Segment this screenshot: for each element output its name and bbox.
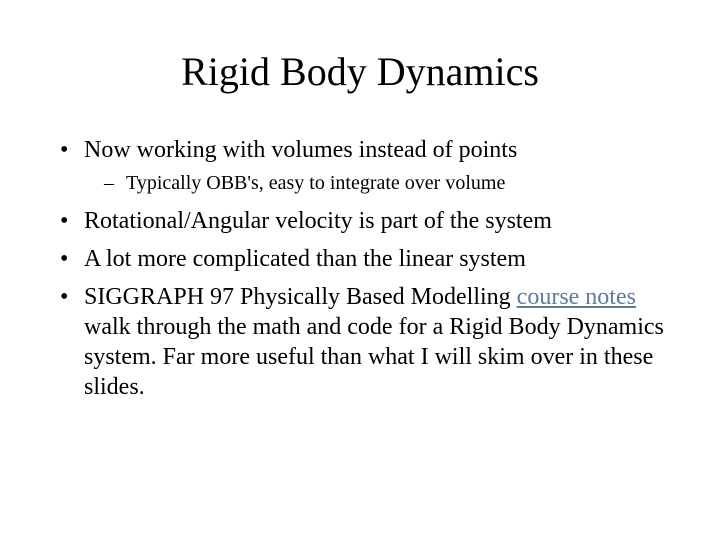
- bullet-text: Rotational/Angular velocity is part of t…: [84, 208, 552, 234]
- sub-bullet-text: Typically OBB's, easy to integrate over …: [126, 172, 505, 194]
- slide-title: Rigid Body Dynamics: [56, 48, 664, 95]
- bullet-list: Now working with volumes instead of poin…: [56, 135, 664, 402]
- slide: Rigid Body Dynamics Now working with vol…: [0, 0, 720, 540]
- bullet-text-pre: SIGGRAPH 97 Physically Based Modelling: [84, 284, 517, 310]
- list-item: SIGGRAPH 97 Physically Based Modelling c…: [56, 282, 664, 402]
- list-item: Now working with volumes instead of poin…: [56, 135, 664, 196]
- bullet-text-post: walk through the math and code for a Rig…: [84, 314, 664, 400]
- course-notes-link[interactable]: course notes: [517, 284, 636, 310]
- bullet-text: Now working with volumes instead of poin…: [84, 137, 517, 163]
- sub-bullet-list: Typically OBB's, easy to integrate over …: [84, 171, 664, 196]
- bullet-text: A lot more complicated than the linear s…: [84, 246, 526, 272]
- list-item: Rotational/Angular velocity is part of t…: [56, 206, 664, 236]
- list-item: Typically OBB's, easy to integrate over …: [104, 171, 664, 196]
- list-item: A lot more complicated than the linear s…: [56, 244, 664, 274]
